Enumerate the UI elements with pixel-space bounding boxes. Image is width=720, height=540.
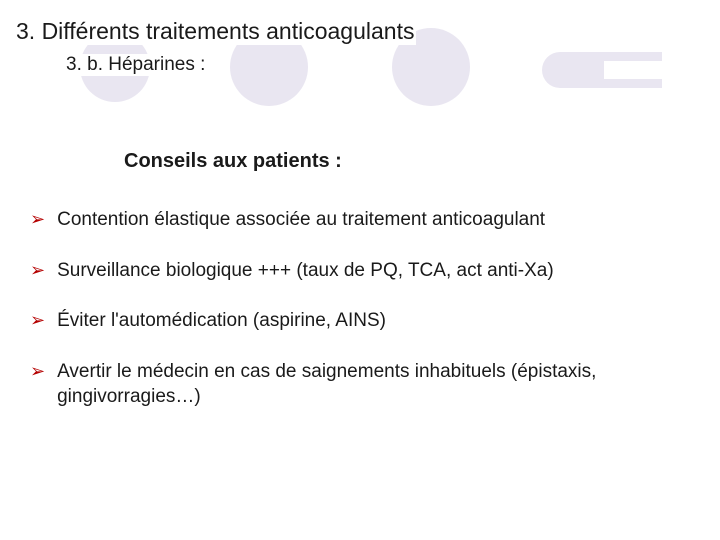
bullet-text: Avertir le médecin en cas de saignements… <box>57 360 690 409</box>
list-item: ➢ Contention élastique associée au trait… <box>30 208 690 233</box>
bullet-arrow-icon: ➢ <box>30 208 45 231</box>
bullet-list: ➢ Contention élastique associée au trait… <box>30 208 690 435</box>
list-item: ➢ Surveillance biologique +++ (taux de P… <box>30 259 690 284</box>
subsection-title: 3. b. Héparines : <box>64 54 207 76</box>
bullet-arrow-icon: ➢ <box>30 360 45 383</box>
list-item: ➢ Éviter l'automédication (aspirine, AIN… <box>30 309 690 334</box>
bullet-text: Éviter l'automédication (aspirine, AINS) <box>57 309 386 334</box>
bullet-text: Surveillance biologique +++ (taux de PQ,… <box>57 259 554 284</box>
bullet-arrow-icon: ➢ <box>30 259 45 282</box>
bullet-arrow-icon: ➢ <box>30 309 45 332</box>
content-heading: Conseils aux patients : <box>124 150 342 173</box>
list-item: ➢ Avertir le médecin en cas de saignemen… <box>30 360 690 409</box>
decor-notch-inner <box>604 61 672 79</box>
bullet-text: Contention élastique associée au traitem… <box>57 208 545 233</box>
section-title: 3. Différents traitements anticoagulants <box>14 18 416 45</box>
